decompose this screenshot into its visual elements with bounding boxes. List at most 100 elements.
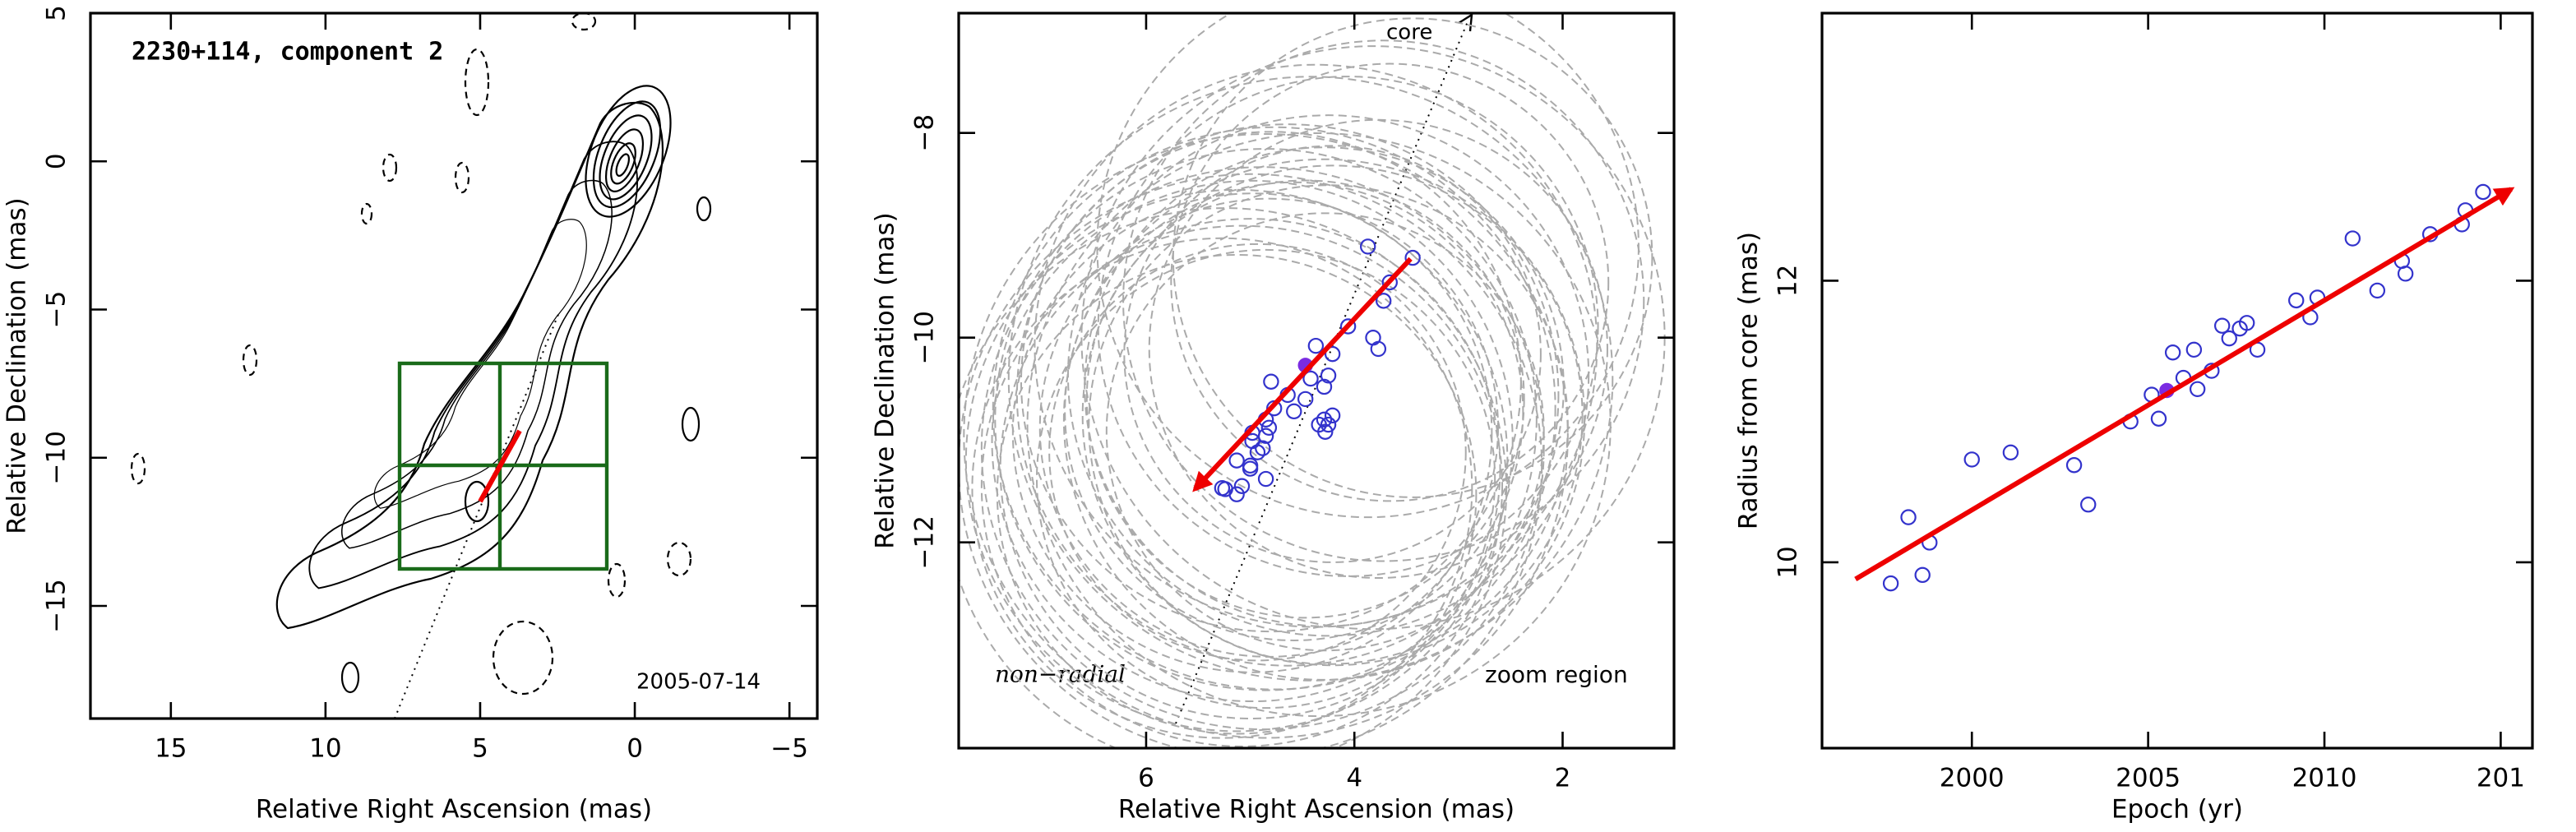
data-point: [1255, 440, 1271, 456]
component-size: [1015, 123, 1560, 667]
data-point: [1317, 423, 1334, 440]
component-size: [963, 132, 1569, 739]
plot-area: [959, 13, 1666, 748]
data-point: [1249, 444, 1266, 460]
x-tick-label: 6: [1138, 764, 1154, 793]
data-point: [1233, 478, 1251, 494]
data-point: [1263, 373, 1279, 390]
y-tick-label: 10: [1774, 546, 1803, 578]
component-size: [1011, 192, 1493, 673]
data-point: [2080, 497, 2097, 513]
data-point: [2185, 341, 2203, 358]
data-point: [1214, 480, 1231, 497]
component-size: [1038, 197, 1499, 658]
data-point: [2475, 183, 2491, 201]
data-point: [1320, 416, 1337, 433]
component-size: [1097, 76, 1599, 577]
component-size: [1081, 164, 1584, 667]
y-tick-label: 0: [42, 153, 72, 169]
component-size: [994, 148, 1538, 691]
component-size: [1062, 158, 1586, 681]
x-axis-label: Relative Right Ascension (mas): [1118, 795, 1515, 825]
component-size: [1080, 45, 1666, 631]
x-tick-label: 5: [472, 734, 488, 764]
x-tick-label: 2: [1555, 764, 1571, 793]
x-tick-label: 2005: [2116, 764, 2181, 793]
component-size: [959, 173, 1543, 748]
panel-title: 2230+114, component 2: [132, 38, 443, 67]
x-tick-label: 2010: [2292, 764, 2357, 793]
data-point: [1963, 451, 1980, 468]
x-tick-label: 2000: [1940, 764, 2005, 793]
component-size: [1007, 76, 1614, 682]
y-tick-label: −5: [42, 291, 72, 329]
data-point: [1316, 378, 1333, 395]
data-point: [1228, 452, 1245, 469]
y-tick-label: −8: [910, 114, 940, 152]
component-size: [1123, 145, 1542, 563]
x-tick-label: 201: [2477, 764, 2525, 793]
data-point: [1316, 411, 1333, 428]
fit-arrow: [1854, 187, 2515, 582]
non-radial-label: non−radial: [995, 661, 1126, 688]
component-size: [1064, 181, 1524, 641]
y-axis-label: Relative Declination (mas): [2, 197, 32, 534]
data-point: [2397, 266, 2414, 282]
component-size: [1085, 179, 1525, 619]
data-point: [1260, 419, 1278, 436]
x-tick-label: −5: [770, 734, 808, 764]
data-point: [2150, 410, 2167, 427]
y-tick-label: −15: [42, 579, 72, 632]
y-tick-label: −10: [910, 311, 940, 364]
component-size: [1035, 248, 1496, 710]
y-tick-label: −10: [42, 431, 72, 484]
plot-frame: [1820, 12, 2534, 750]
y-tick-label: 5: [42, 5, 72, 21]
data-point: [1320, 367, 1337, 384]
data-point: [1900, 509, 1917, 525]
data-point: [1324, 345, 1341, 363]
x-tick-label: 0: [627, 734, 643, 764]
data-point: [1359, 238, 1376, 255]
x-tick-label: 4: [1346, 764, 1362, 793]
data-point: [1914, 566, 1931, 584]
component-size: [996, 253, 1478, 735]
y-axis-label: Radius from core (mas): [1734, 232, 1764, 529]
data-point: [2238, 315, 2255, 331]
data-point: [1882, 575, 1899, 592]
component-size: [964, 188, 1509, 733]
zoom-label: zoom region: [1485, 661, 1628, 688]
data-point: [2288, 292, 2305, 309]
data-point: [2344, 230, 2361, 247]
data-point: [1242, 457, 1259, 474]
data-point: [1286, 403, 1302, 420]
x-tick-label: 10: [309, 734, 341, 764]
plot-area: [1854, 183, 2515, 592]
data-point: [1324, 407, 1341, 424]
data-point: [2213, 317, 2231, 334]
fit-arrow: [1192, 257, 1413, 492]
data-point: [1404, 249, 1421, 266]
component-size: [1172, 17, 1653, 498]
data-point: [2002, 444, 2019, 461]
y-tick-label: −12: [910, 515, 940, 569]
data-point: [1339, 318, 1357, 335]
data-point: [1307, 337, 1325, 354]
component-size: [971, 237, 1473, 739]
x-axis-label: Epoch (yr): [2111, 795, 2243, 825]
data-point: [2164, 344, 2181, 361]
data-point: [2189, 381, 2206, 397]
data-point: [2221, 330, 2237, 347]
component-size: [1170, 62, 1610, 502]
data-point: [2065, 457, 2083, 474]
component-size: [959, 207, 1508, 748]
data-point: [1242, 460, 1259, 477]
plot-frame: [957, 12, 1676, 750]
x-tick-label: 15: [155, 734, 187, 764]
component-size: [1026, 132, 1612, 718]
data-point: [1257, 470, 1274, 488]
data-point: [1297, 391, 1314, 408]
component-size: [1048, 243, 1467, 662]
component-size: [980, 224, 1504, 747]
